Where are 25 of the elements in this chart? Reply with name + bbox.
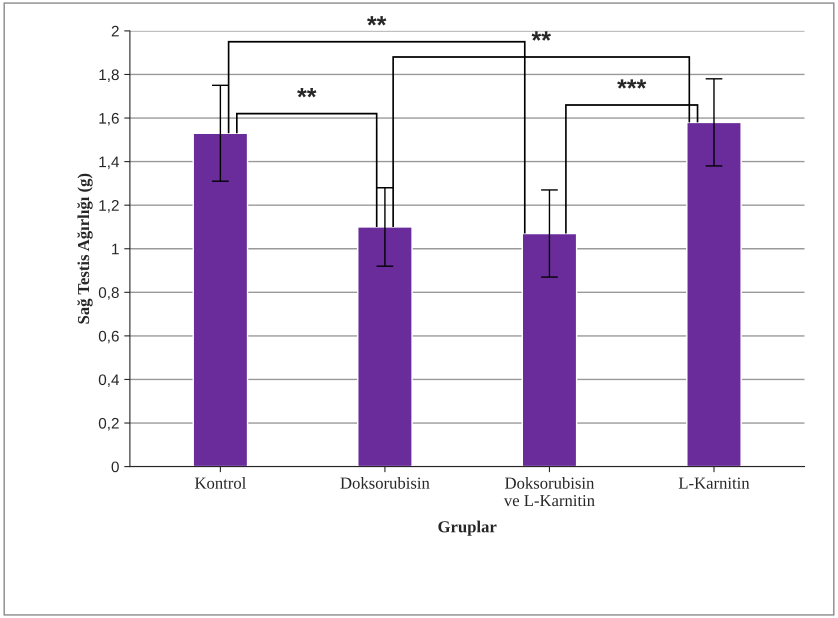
y-tick-label: 0,8	[98, 287, 119, 300]
bar	[686, 122, 742, 467]
y-tick-label: 0	[112, 461, 119, 472]
y-tick-label: 0,2	[98, 418, 119, 431]
y-tick-label: 2	[112, 26, 119, 36]
x-tick-label: Doksorubisin	[340, 477, 430, 489]
x-tick-label: L-Karnitin	[678, 478, 750, 489]
text: **	[367, 16, 386, 26]
y-tick-label: 1,4	[99, 156, 120, 170]
bar	[192, 132, 248, 467]
bar	[357, 226, 413, 467]
annotation: ***	[617, 79, 646, 89]
x-tick-label: Doksorubisin ve L-Karnitin	[504, 477, 595, 506]
x-tick-label: Kontrol	[194, 477, 246, 489]
y-tick-label: 1,2	[99, 200, 119, 213]
annotation: **	[532, 31, 551, 41]
y-axis-title: Sağ Testis Ağırlığı (g)	[77, 174, 93, 324]
y-tick-label: 1	[112, 244, 119, 254]
x-axis-title: Gruplar	[438, 520, 496, 536]
y-tick-label: 0,6	[98, 330, 119, 344]
annotation: **	[297, 88, 316, 98]
y-tick-label: 0,4	[98, 374, 120, 387]
y-tick-label: 1,6	[99, 112, 119, 126]
y-tick-label: 1,8	[99, 69, 119, 82]
bar	[522, 232, 578, 467]
